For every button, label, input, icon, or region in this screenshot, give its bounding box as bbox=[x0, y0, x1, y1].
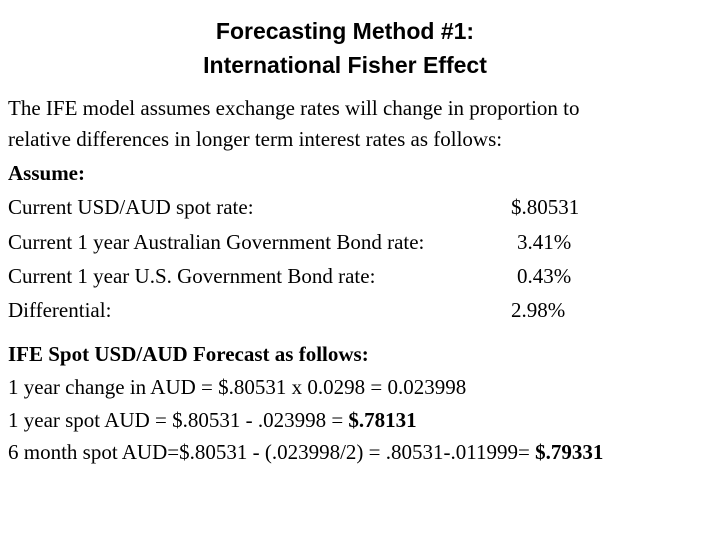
assumption-value: $.80531 bbox=[511, 195, 580, 219]
slide-title-line1: Forecasting Method #1: bbox=[215, 18, 475, 44]
intro-line2: relative differences in longer term inte… bbox=[8, 127, 503, 151]
slide-title-line2: International Fisher Effect bbox=[203, 52, 487, 78]
assumption-label: Current 1 year U.S. Government Bond rate… bbox=[8, 264, 376, 288]
assumption-label: Differential: bbox=[8, 298, 112, 322]
assumption-label: Current 1 year Australian Government Bon… bbox=[8, 230, 425, 254]
forecast-heading: IFE Spot USD/AUD Forecast as follows: bbox=[8, 342, 369, 366]
forecast-line2-text: 1 year spot AUD = $.80531 - .023998 = bbox=[8, 408, 349, 432]
assumption-label: Current USD/AUD spot rate: bbox=[8, 195, 254, 219]
forecast-line2-result: $.78131 bbox=[348, 408, 417, 432]
intro-line1: The IFE model assumes exchange rates wil… bbox=[8, 96, 580, 120]
forecast-line3: 6 month spot AUD=$.80531 - (.023998/2) =… bbox=[8, 440, 603, 465]
assumption-value: 0.43% bbox=[517, 264, 572, 288]
forecast-line3-result: $.79331 bbox=[535, 440, 604, 464]
assume-label: Assume: bbox=[8, 161, 85, 185]
forecast-line3-text: 6 month spot AUD=$.80531 - (.023998/2) =… bbox=[8, 440, 536, 464]
assumption-value: 3.41% bbox=[517, 230, 572, 254]
forecast-line1: 1 year change in AUD = $.80531 x 0.0298 … bbox=[8, 375, 467, 399]
forecast-line2: 1 year spot AUD = $.80531 - .023998 = $.… bbox=[8, 408, 417, 433]
assumption-value: 2.98% bbox=[511, 298, 566, 322]
